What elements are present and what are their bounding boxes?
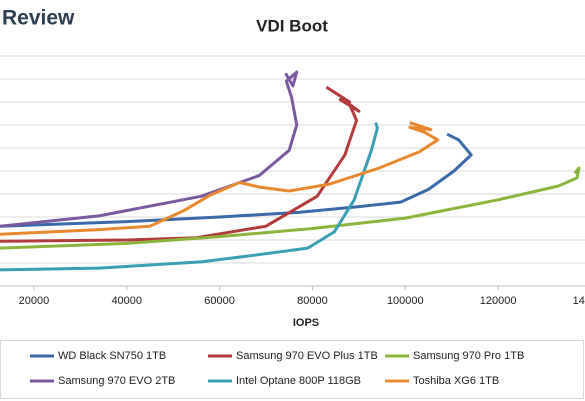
legend-label: Samsung 970 EVO 2TB	[58, 375, 175, 387]
legend-box	[0, 340, 584, 399]
series-line	[0, 166, 581, 250]
legend-label: WD Black SN750 1TB	[58, 350, 166, 362]
legend-label: Toshiba XG6 1TB	[413, 375, 499, 387]
series-line	[0, 132, 473, 228]
series-line	[0, 121, 440, 236]
legend-label: Samsung 970 Pro 1TB	[413, 350, 524, 362]
series-line	[0, 122, 379, 272]
series-line	[0, 70, 299, 228]
x-tick-label: 40000	[111, 295, 142, 307]
x-tick-label: 60000	[204, 295, 235, 307]
legend-label: Samsung 970 EVO Plus 1TB	[236, 350, 378, 362]
legend-label: Intel Optane 800P 118GB	[236, 375, 361, 387]
x-tick-label: 80000	[297, 295, 328, 307]
x-tick-label: 20000	[19, 295, 50, 307]
x-axis-label: IOPS	[293, 317, 319, 329]
x-tick-label: 120000	[480, 295, 517, 307]
x-tick-label: 140000	[573, 295, 585, 307]
brand-logo: Review	[2, 7, 75, 30]
x-tick-label: 100000	[387, 295, 424, 307]
chart-title: VDI Boot	[256, 16, 328, 35]
